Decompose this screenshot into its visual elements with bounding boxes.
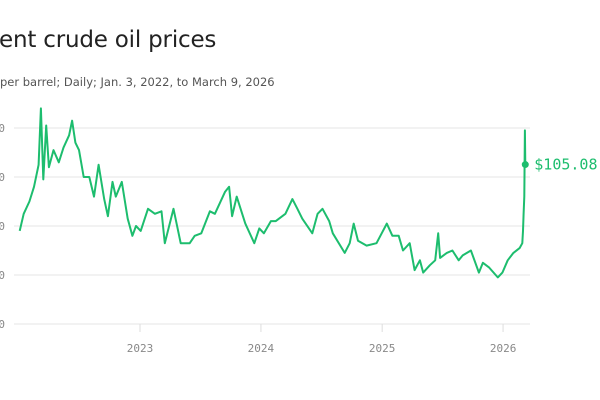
y-tick-label: 40: [0, 318, 5, 331]
y-tick-label: 100: [0, 171, 5, 184]
end-value-label: $105.08: [534, 156, 597, 174]
x-tick-label: 2026: [490, 342, 517, 355]
x-tick-label: 2024: [248, 342, 275, 355]
y-tick-label: 120: [0, 122, 5, 135]
chart-title: ent crude oil prices: [0, 27, 217, 53]
end-point-marker: [521, 161, 529, 169]
y-axis-ticks: 120 100 80 60 40: [0, 122, 5, 331]
y-tick-label: 60: [0, 269, 5, 282]
chart-subtitle: per barrel; Daily; Jan. 3, 2022, to Marc…: [0, 75, 275, 89]
grid-lines: [14, 127, 530, 325]
x-tick-label: 2025: [369, 342, 396, 355]
y-tick-label: 80: [0, 220, 5, 233]
x-axis-ticks: 2023 2024 2025 2026: [127, 324, 517, 355]
price-line: [18, 107, 527, 279]
x-tick-label: 2023: [127, 342, 154, 355]
